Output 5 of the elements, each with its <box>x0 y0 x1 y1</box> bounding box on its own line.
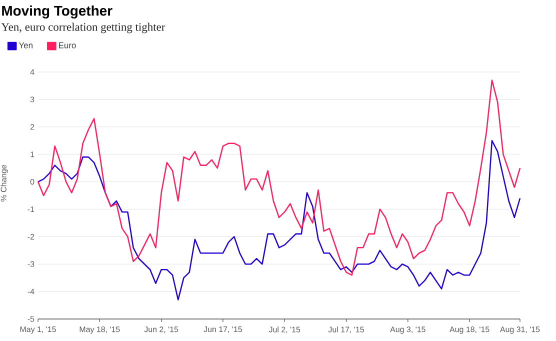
legend-label: Euro <box>58 42 76 48</box>
legend-label: Yen <box>18 42 32 48</box>
line-series <box>37 80 521 276</box>
chart-title: Moving Together <box>2 5 112 19</box>
chart-subtitle: Yen, euro correlation getting tighter <box>1 22 166 34</box>
